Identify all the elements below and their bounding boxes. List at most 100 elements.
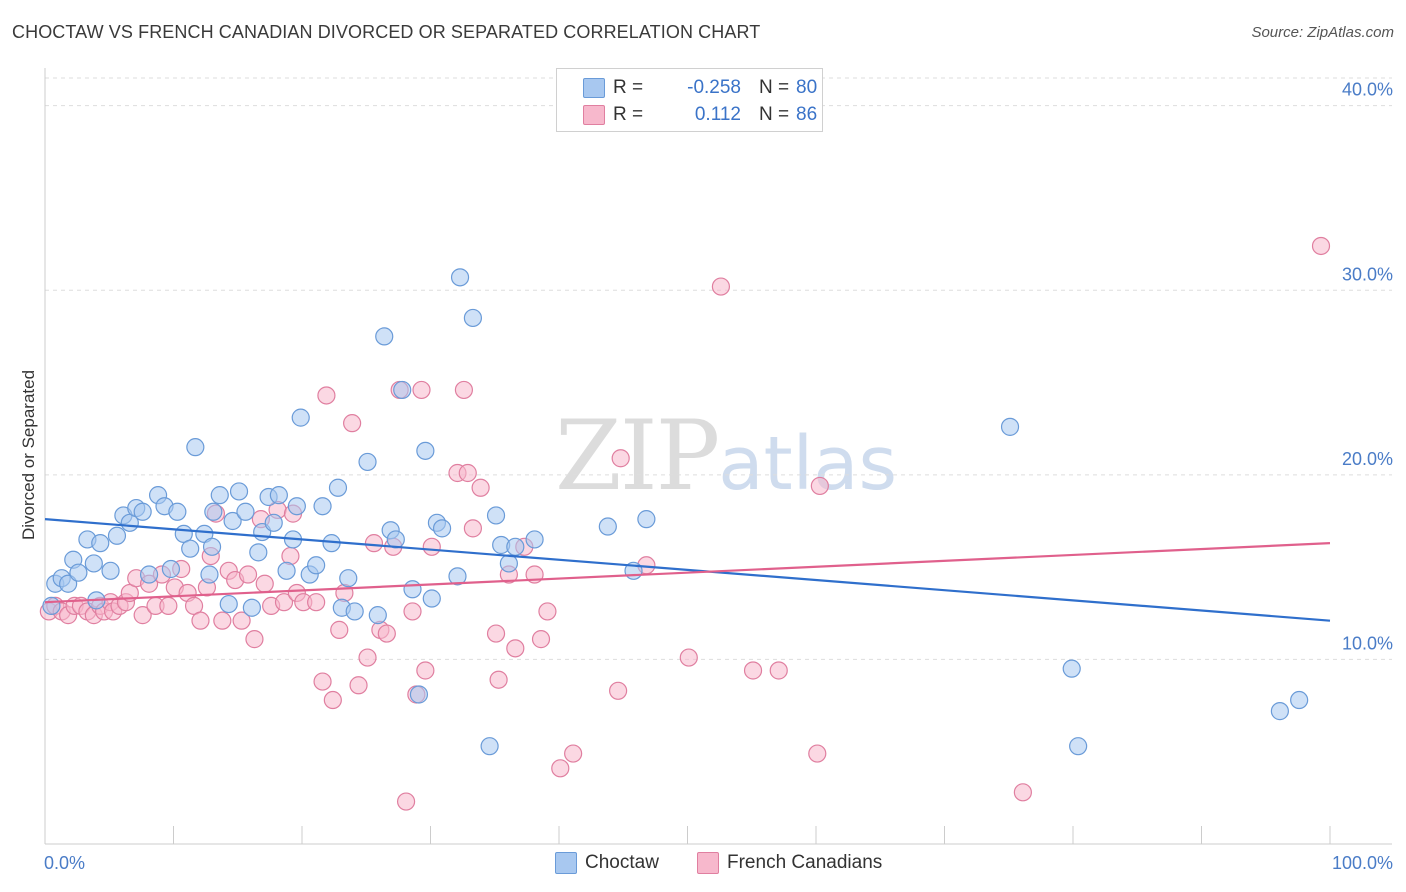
french-canadians-point (238, 565, 258, 584)
chart-title: CHOCTAW VS FRENCH CANADIAN DIVORCED OR S… (12, 22, 761, 42)
axes (44, 68, 1392, 845)
bottom-legend-label-french-canadians: French Canadians (727, 852, 883, 873)
french-canadians-point (213, 611, 232, 630)
french-canadians-point (159, 596, 178, 615)
french-canadians-point (416, 661, 435, 680)
choctaw-point (264, 513, 283, 532)
trend-lines (44, 518, 1331, 622)
choctaw-point (210, 486, 229, 505)
choctaw-point (42, 596, 61, 615)
choctaw-point (236, 502, 255, 521)
choctaw-point (422, 589, 441, 608)
choctaw-point (480, 737, 499, 756)
choctaw-point (133, 502, 152, 521)
french-canadians-point (255, 574, 274, 593)
choctaw-point (139, 565, 159, 584)
choctaw-point (59, 574, 78, 593)
choctaw-point (223, 511, 242, 531)
choctaw-point (525, 530, 544, 549)
legend-swatch-choctaw (583, 78, 605, 98)
choctaw-point (486, 506, 506, 525)
french-canadians-point (422, 537, 441, 556)
y-axis-label: Divorced or Separated (19, 370, 38, 540)
french-canadians-point (611, 449, 630, 468)
french-canadians-point (1013, 783, 1032, 802)
french-canadians-point (1311, 236, 1331, 256)
y-tick-label: 20.0% (1342, 449, 1393, 469)
choctaw-point (101, 561, 120, 580)
watermark-atlas: atlas (718, 421, 898, 507)
choctaw-point (450, 268, 470, 287)
bottom-legend-swatch-french-canadians (697, 852, 719, 874)
choctaw-point (307, 556, 326, 575)
french-canadians-point (377, 624, 396, 643)
choctaw-point (598, 517, 617, 536)
choctaw-point (393, 380, 412, 400)
choctaw-point (448, 567, 467, 586)
french-canadians-point (313, 672, 332, 691)
french-canadians-point (711, 277, 731, 296)
french-canadians-point (232, 611, 251, 630)
choctaw-point (375, 327, 394, 346)
choctaw-point (358, 452, 377, 472)
choctaw-point (249, 543, 268, 562)
french-canadians-point (769, 661, 788, 680)
french-canadians-point (274, 593, 294, 612)
french-canadians-point (358, 648, 377, 667)
bottom-legend-swatch-choctaw (555, 852, 577, 874)
choctaw-point (416, 441, 435, 460)
french-canadians-point (191, 611, 210, 630)
legend-r-value: 0.112 (694, 104, 741, 125)
choctaw-point (409, 685, 429, 704)
choctaw-point (1290, 690, 1309, 710)
choctaw-point (69, 563, 88, 582)
french-canadians-point (133, 606, 152, 625)
french-canadians-point (349, 676, 368, 695)
watermark: ZIPatlas (555, 400, 897, 512)
legend-n-label: N = (759, 77, 790, 98)
choctaw-point (403, 580, 422, 599)
y-tick-label: 40.0% (1342, 80, 1393, 100)
choctaw-point (219, 594, 238, 614)
choctaw-trend-line (44, 518, 1331, 622)
choctaw-point (161, 559, 181, 579)
choctaw-point (186, 438, 205, 457)
french-canadians-point (808, 744, 827, 763)
legend-r-value: -0.258 (687, 77, 741, 98)
french-canadians-point (364, 534, 384, 553)
bottom-legend-label-choctaw: Choctaw (585, 852, 659, 873)
choctaw-point (204, 502, 223, 521)
french-canadians-point (551, 759, 570, 778)
french-canadians-point (403, 602, 422, 621)
french-canadians-point (564, 744, 583, 763)
legend-n-value: 86 (796, 104, 818, 125)
choctaw-point (1069, 737, 1088, 756)
correlation-legend: R = -0.258 N = 80 R = 0.112 N = 86 (556, 68, 823, 132)
choctaw-point (269, 486, 288, 505)
choctaw-point (84, 554, 103, 573)
legend-n-label: N = (759, 104, 790, 125)
choctaw-point (229, 482, 249, 501)
french-canadians-point (471, 478, 490, 497)
french-canadians-point (323, 690, 342, 710)
choctaw-points (42, 268, 1309, 756)
french-canadians-point (506, 639, 525, 658)
choctaw-point (287, 497, 306, 516)
french-canadians-point (486, 624, 506, 643)
french-canadians-point (609, 681, 628, 700)
choctaw-point (1062, 659, 1081, 678)
choctaw-point (463, 308, 483, 328)
choctaw-point (499, 554, 518, 573)
choctaw-point (637, 510, 656, 529)
french-canadians-trend-line (44, 542, 1331, 604)
choctaw-point (107, 526, 127, 545)
choctaw-point (242, 598, 261, 617)
choctaw-point (432, 519, 452, 538)
french-canadians-point (454, 380, 474, 400)
choctaw-point (200, 565, 219, 584)
watermark-zip: ZIP (555, 400, 720, 512)
french-canadians-point (538, 602, 557, 621)
french-canadians-point (679, 648, 698, 667)
choctaw-point (181, 539, 200, 558)
